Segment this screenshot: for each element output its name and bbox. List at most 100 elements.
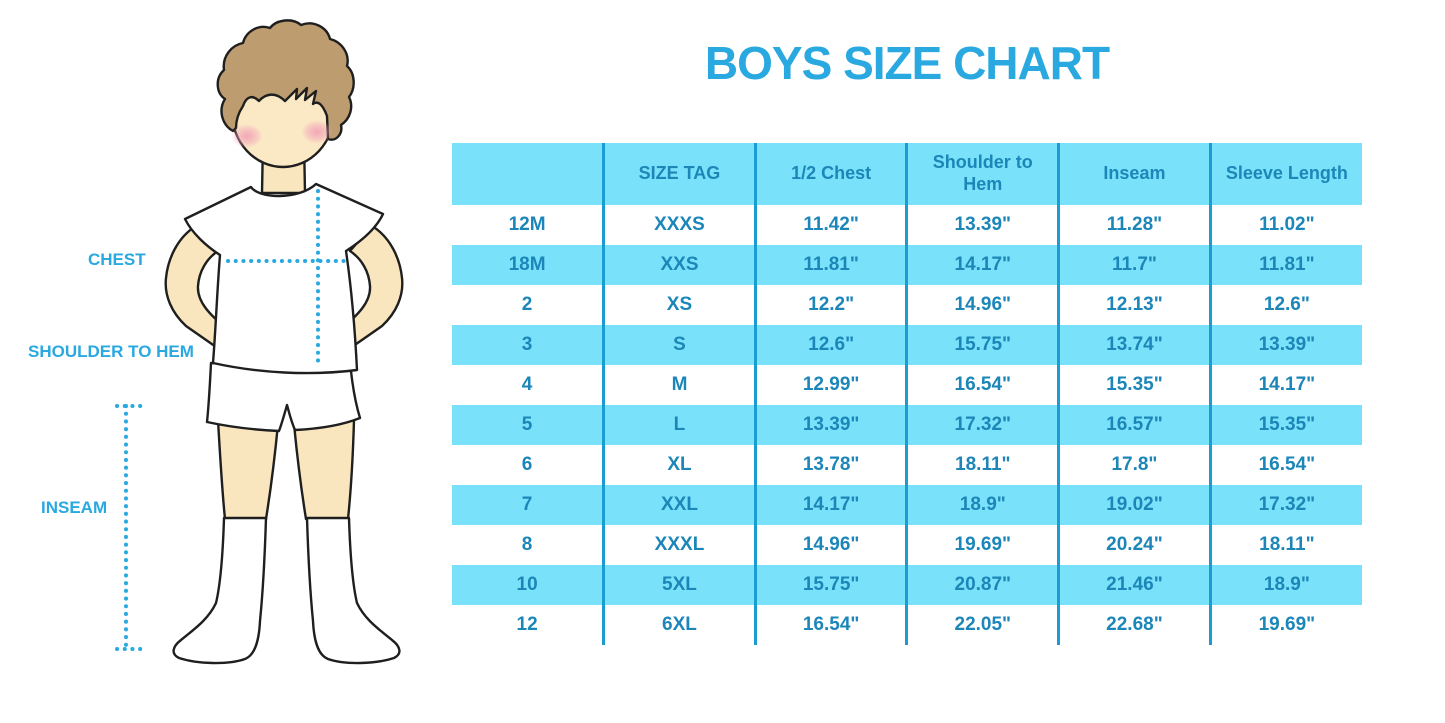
table-cell: 15.35": [1057, 365, 1211, 405]
left-sock-shape: [172, 516, 268, 665]
table-cell: 16.54": [753, 605, 907, 645]
measurement-lines: [115, 189, 346, 651]
shoulder-to-hem-label: SHOULDER TO HEM: [28, 342, 194, 361]
table-cell: 16.54": [905, 365, 1059, 405]
table-cell: 18.11": [905, 445, 1059, 485]
table-cell: 6XL: [602, 605, 756, 645]
table-cell: 13.39": [1208, 325, 1362, 365]
table-cell: 14.96": [905, 285, 1059, 325]
table-row: 5 L 13.39" 17.32" 16.57" 15.35": [452, 405, 1362, 445]
boy-illustration: [115, 19, 404, 665]
table-cell: 13.39": [905, 205, 1059, 245]
table-cell: 19.02": [1057, 485, 1211, 525]
table-cell: XXXS: [602, 205, 756, 245]
table-cell: 22.68": [1057, 605, 1211, 645]
chest-label: CHEST: [88, 250, 146, 269]
table-cell: 11.81": [1208, 245, 1362, 285]
table-cell: 12.13": [1057, 285, 1211, 325]
table-cell: S: [602, 325, 756, 365]
size-age-cell: 10: [452, 565, 604, 605]
table-body: 12M XXXS 11.42" 13.39" 11.28" 11.02" 18M XXS 11.…: [452, 205, 1362, 645]
column-header: Inseam: [1057, 143, 1211, 205]
table-cell: 14.17": [905, 245, 1059, 285]
table-cell: 20.24": [1057, 525, 1211, 565]
table-cell: 16.57": [1057, 405, 1211, 445]
table-cell: M: [602, 365, 756, 405]
table-cell: 21.46": [1057, 565, 1211, 605]
table-cell: 20.87": [905, 565, 1059, 605]
table-cell: 18.9": [1208, 565, 1362, 605]
table-cell: 12.99": [753, 365, 907, 405]
column-header: Shoulder to Hem: [905, 143, 1059, 205]
size-age-cell: 5: [452, 405, 604, 445]
size-table: SIZE TAG 1/2 Chest Shoulder to Hem Inseam Sl…: [452, 143, 1362, 645]
column-header: Sleeve Length: [1208, 143, 1362, 205]
table-cell: 5XL: [602, 565, 756, 605]
table-cell: 18.9": [905, 485, 1059, 525]
size-age-cell: 4: [521, 374, 533, 395]
table-row: 8 XXXL 14.96" 19.69" 20.24" 18.11": [452, 525, 1362, 565]
size-age-cell: 8: [521, 534, 533, 555]
table-cell: XS: [602, 285, 756, 325]
column-header: SIZE TAG: [602, 143, 756, 205]
table-cell: 11.81": [753, 245, 907, 285]
table-cell: 19.69": [1208, 605, 1362, 645]
table-cell: 15.35": [1208, 405, 1362, 445]
table-cell: 11.02": [1208, 205, 1362, 245]
table-header-row: SIZE TAG 1/2 Chest Shoulder to Hem Inseam Sl…: [452, 143, 1362, 205]
table-cell: 15.75": [905, 325, 1059, 365]
table-cell: XXS: [602, 245, 756, 285]
table-cell: 17.8": [1057, 445, 1211, 485]
table-row: 3 S 12.6" 15.75" 13.74" 13.39": [452, 325, 1362, 365]
table-cell: 16.54": [1208, 445, 1362, 485]
table-cell: XXXL: [602, 525, 756, 565]
column-header: 1/2 Chest: [753, 143, 907, 205]
table-cell: 15.75": [753, 565, 907, 605]
hair-shape: [216, 19, 355, 141]
right-leg-shape: [292, 418, 356, 521]
table-row: 2 XS 12.2" 14.96" 12.13" 12.6": [452, 285, 1362, 325]
left-leg-shape: [216, 418, 280, 521]
table-cell: 19.69": [905, 525, 1059, 565]
table-row: 12M XXXS 11.42" 13.39" 11.28" 11.02": [452, 205, 1362, 245]
table-row: 4 M 12.99" 16.54" 15.35" 14.17": [452, 365, 1362, 405]
right-sock-shape: [305, 516, 401, 665]
table-cell: 17.32": [1208, 485, 1362, 525]
table-cell: L: [602, 405, 756, 445]
table-cell: 14.17": [1208, 365, 1362, 405]
left-cheek-blush: [231, 124, 263, 148]
table-row: 12 6XL 16.54" 22.05" 22.68" 19.69": [452, 605, 1362, 645]
page-title: BOYS SIZE CHART: [704, 37, 1110, 89]
table-cell: 11.7": [1057, 245, 1211, 285]
table-cell: 12.6": [1208, 285, 1362, 325]
size-age-cell: 6: [521, 454, 533, 475]
table-cell: 22.05": [905, 605, 1059, 645]
table-cell: 14.96": [753, 525, 907, 565]
table-cell: 12.2": [753, 285, 907, 325]
right-cheek-blush: [301, 120, 333, 144]
size-age-cell: 12: [516, 614, 538, 635]
table-cell: 14.17": [753, 485, 907, 525]
size-age-cell: 18M: [452, 245, 604, 285]
table-cell: 11.42": [753, 205, 907, 245]
table-row: 18M XXS 11.81" 14.17" 11.7" 11.81": [452, 245, 1362, 285]
table-cell: XL: [602, 445, 756, 485]
size-age-cell: 3: [452, 325, 604, 365]
table-cell: 13.78": [753, 445, 907, 485]
table-cell: 11.28": [1057, 205, 1211, 245]
column-header: [452, 143, 604, 205]
size-age-cell: 7: [452, 485, 604, 525]
table-cell: 17.32": [905, 405, 1059, 445]
table-cell: 13.74": [1057, 325, 1211, 365]
table-row: 10 5XL 15.75" 20.87" 21.46" 18.9": [452, 565, 1362, 605]
table-cell: 13.39": [753, 405, 907, 445]
inseam-label: INSEAM: [41, 498, 108, 517]
size-age-cell: 2: [521, 294, 533, 315]
t-shirt-shape: [183, 182, 385, 375]
table-row: 6 XL 13.78" 18.11" 17.8" 16.54": [452, 445, 1362, 485]
size-age-cell: 12M: [508, 214, 546, 235]
table-row: 7 XXL 14.17" 18.9" 19.02" 17.32": [452, 485, 1362, 525]
table-cell: XXL: [602, 485, 756, 525]
table-cell: 18.11": [1208, 525, 1362, 565]
